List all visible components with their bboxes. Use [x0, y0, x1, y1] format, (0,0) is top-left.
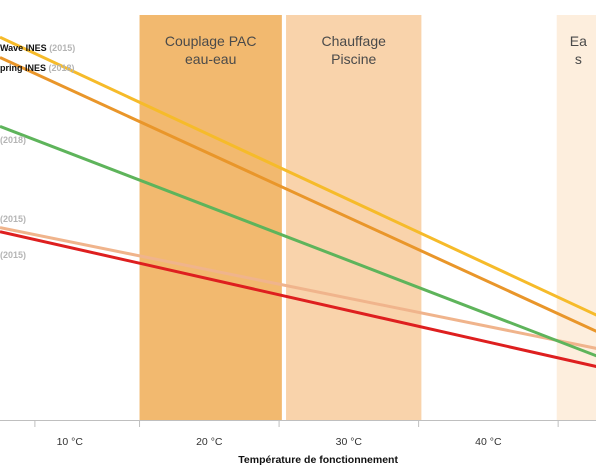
series-line-1: [0, 35, 596, 317]
legend-year-4: (2015): [0, 214, 26, 224]
legend-year-2: (2018): [49, 63, 75, 73]
legend-entry-4: (2015): [0, 214, 26, 224]
x-tick-label-4: 40 °C: [475, 436, 502, 448]
band-label-3-line-2: s: [575, 51, 582, 67]
legend-year-3: (2018): [0, 135, 26, 145]
legend-year-5: (2015): [0, 250, 26, 260]
series-line-4: [0, 226, 596, 350]
temperature-band-2: [286, 15, 422, 420]
band-label-1-line-1: Couplage PAC: [165, 33, 257, 49]
legend: Wave INES (2015)pring INES (2018)(2018)(…: [0, 43, 75, 260]
series-line-5: [0, 230, 596, 368]
x-axis-title: Température de fonctionnement: [238, 454, 398, 466]
legend-entry-2: pring INES (2018): [0, 63, 75, 73]
temperature-band-1: [139, 15, 282, 420]
band-label-2-line-1: Chauffage: [322, 33, 387, 49]
legend-entry-3: (2018): [0, 135, 26, 145]
legend-year-1: (2015): [49, 43, 75, 53]
x-axis: 10 °C 20 °C 30 °C 40 °C Température de fonc…: [0, 420, 596, 466]
x-tick-label-2: 20 °C: [196, 436, 223, 448]
x-tick-label-1: 10 °C: [57, 436, 84, 448]
legend-name-1: Wave INES: [0, 43, 49, 53]
band-label-1-line-2: eau-eau: [185, 51, 236, 67]
temperature-bands: Couplage PAC eau-eau Chauffage Piscine Ea s: [139, 15, 596, 420]
series-line-3: [0, 124, 596, 358]
legend-entry-5: (2015): [0, 250, 26, 260]
legend-name-2: pring INES: [0, 63, 49, 73]
band-label-2-line-2: Piscine: [331, 51, 376, 67]
legend-entry-1: Wave INES (2015): [0, 43, 75, 53]
x-tick-label-3: 30 °C: [336, 436, 363, 448]
series-line-2: [0, 56, 596, 333]
band-label-3-line-1: Ea: [570, 33, 587, 49]
series-lines: [0, 35, 596, 368]
x-axis-ticks: 10 °C 20 °C 30 °C 40 °C: [34, 420, 559, 448]
